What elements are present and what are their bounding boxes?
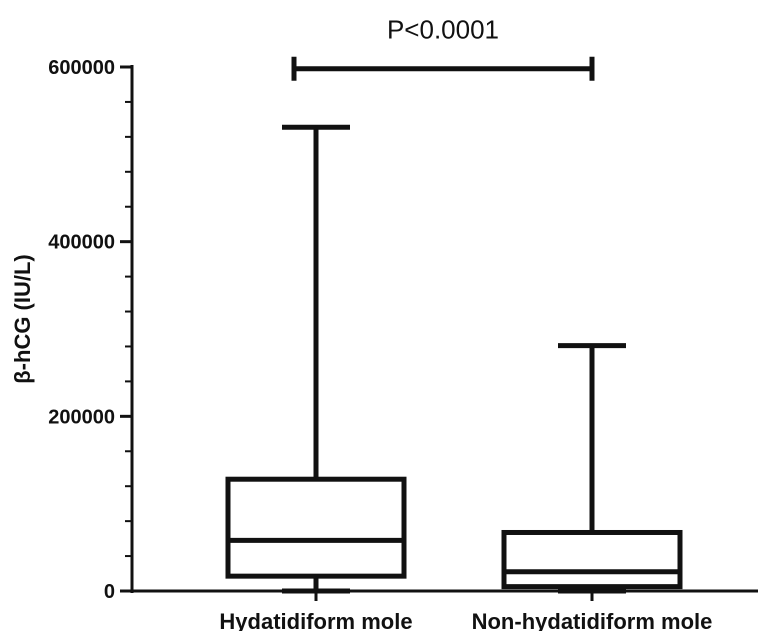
x-category-label: Hydatidiform mole xyxy=(219,609,412,631)
y-axis: 0 200000 400000 600000 β-hCG (IU/L) xyxy=(10,57,134,603)
y-axis-label: β-hCG (IU/L) xyxy=(10,254,35,384)
y-tick-label: 200000 xyxy=(48,406,115,428)
box-hydatidiform-mole xyxy=(225,124,407,594)
significance-annotation: P<0.0001 xyxy=(291,15,595,81)
y-tick-label: 600000 xyxy=(48,57,115,79)
y-tick-label: 400000 xyxy=(48,232,115,254)
boxes xyxy=(225,124,683,594)
y-tick-label: 0 xyxy=(104,581,115,603)
x-category-label: Non-hydatidiform mole xyxy=(472,609,713,631)
iqr-box xyxy=(501,529,683,590)
p-value-label: P<0.0001 xyxy=(387,15,499,45)
iqr-box xyxy=(225,476,407,579)
box-non-hydatidiform-mole xyxy=(501,343,683,594)
x-axis: Hydatidiform mole Non-hydatidiform mole xyxy=(132,589,758,631)
